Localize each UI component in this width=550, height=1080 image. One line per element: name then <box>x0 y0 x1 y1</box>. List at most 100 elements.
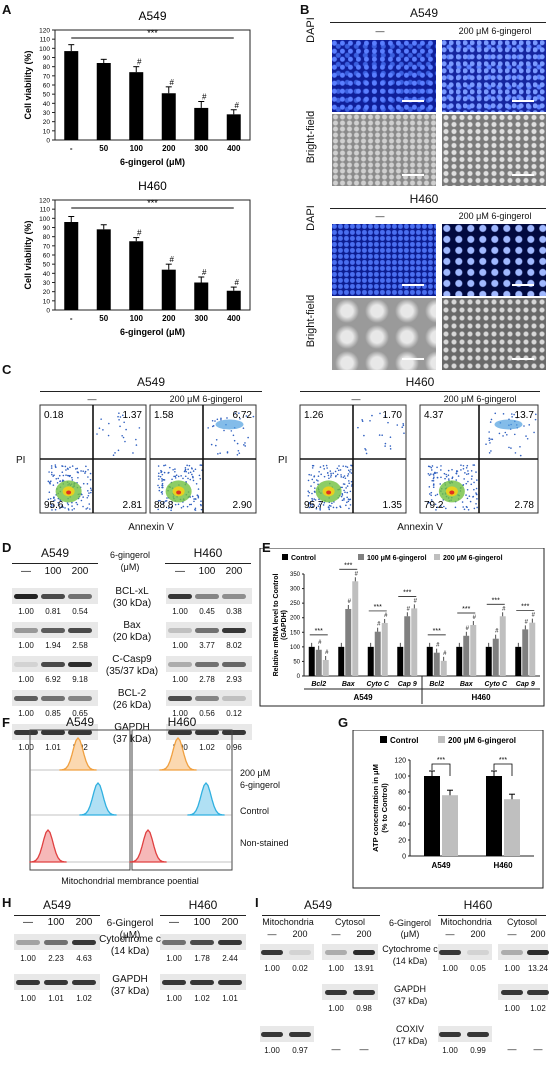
y-tick-label: 30 <box>43 280 51 287</box>
event-dot <box>403 432 405 435</box>
event-dot <box>470 483 473 486</box>
event-dot <box>182 505 185 508</box>
event-dot <box>217 453 219 455</box>
event-dot <box>52 484 55 486</box>
event-dot <box>102 429 104 431</box>
panel-label-a: A <box>2 2 12 17</box>
event-dot <box>432 479 435 482</box>
event-dot <box>349 471 351 473</box>
d-protein-kda: (35/37 kDa) <box>105 666 159 677</box>
d-a549-band <box>41 594 65 599</box>
d-h460-quant: 1.00 <box>172 709 188 718</box>
i-a549-quant: 1.00 <box>328 964 344 973</box>
d-a549-quant: 1.01 <box>45 743 61 752</box>
d-a549-quant: 0.65 <box>72 709 88 718</box>
bar <box>161 269 176 310</box>
event-dot <box>445 473 447 476</box>
d-h460-quant: 0.38 <box>226 607 242 616</box>
event-dot <box>236 442 239 445</box>
event-dot <box>124 440 126 443</box>
event-dot <box>53 474 55 476</box>
event-dot <box>440 469 442 471</box>
bar <box>381 622 388 676</box>
d-h460-col-header: 200 <box>225 566 243 577</box>
y-tick-label: 120 <box>39 28 50 35</box>
event-dot <box>346 466 349 468</box>
b-a549-ctrl-label: — <box>375 26 385 36</box>
chart-title: H460 <box>138 179 167 193</box>
sig-label: *** <box>147 198 158 208</box>
bar <box>485 646 492 676</box>
event-dot <box>119 416 122 418</box>
h-um-label: (μM) <box>119 930 141 941</box>
event-dot <box>48 471 50 473</box>
event-dot <box>455 472 458 475</box>
i-a549-gapdh-quant: 1.00 <box>328 1004 344 1013</box>
d-h460-quant: 2.78 <box>199 675 215 684</box>
h-h460-quant: 1.00 <box>166 994 182 1003</box>
event-dot <box>470 478 473 480</box>
event-dot <box>430 494 432 497</box>
event-dot <box>488 431 490 433</box>
event-dot <box>436 493 439 496</box>
event-dot <box>384 442 387 445</box>
density-late <box>215 419 244 430</box>
event-dot <box>461 501 464 503</box>
event-dot <box>64 507 66 509</box>
i-protein-cyto: Cytochrome c <box>382 944 438 954</box>
event-dot <box>488 439 491 442</box>
d-h460-band <box>195 730 219 735</box>
i-h460-mito-label: Mitochondria <box>440 917 492 927</box>
bar <box>129 72 144 140</box>
event-dot <box>346 475 349 477</box>
x-tick-label: 100 <box>130 144 144 153</box>
event-dot <box>434 503 437 506</box>
event-dot <box>168 466 171 469</box>
x-tick-label: 200 <box>162 144 176 153</box>
event-dot <box>191 467 193 470</box>
i-a549-mito-strip <box>260 944 314 960</box>
d-protein-name: GAPDH <box>114 722 150 733</box>
event-dot <box>434 494 437 497</box>
event-dot <box>523 425 525 427</box>
bar <box>426 646 433 676</box>
y-tick-label: 150 <box>290 630 301 636</box>
h-a549-band <box>16 980 40 985</box>
y-tick-label: 10 <box>43 128 51 135</box>
d-a549-title: A549 <box>40 546 70 560</box>
event-dot <box>511 416 513 418</box>
event-dot <box>326 467 328 469</box>
i-a549-col-header: 200 <box>356 929 372 939</box>
event-dot <box>66 502 69 504</box>
y-tick-label: 70 <box>43 73 51 80</box>
bar <box>456 646 463 676</box>
d-protein-name: Bax <box>123 620 141 631</box>
b-h460-bf-treated <box>442 298 546 370</box>
i-h460-underline <box>438 915 546 916</box>
i-h460-band <box>439 950 461 955</box>
event-dot <box>200 508 203 511</box>
event-dot <box>344 477 347 480</box>
event-dot <box>516 416 518 419</box>
event-dot <box>471 475 473 478</box>
event-dot <box>158 486 161 489</box>
event-dot <box>513 433 516 436</box>
c-h460-ctrl-label: — <box>351 394 361 404</box>
event-dot <box>329 470 332 472</box>
event-dot <box>61 471 64 474</box>
event-dot <box>86 496 89 499</box>
event-dot <box>189 471 192 474</box>
event-dot <box>325 464 328 467</box>
event-dot <box>341 486 343 489</box>
event-dot <box>80 499 83 502</box>
d-h460-band <box>195 662 219 667</box>
d-h460-quant: 3.77 <box>199 641 215 650</box>
x-tick-label: - <box>70 144 73 153</box>
event-dot <box>427 472 430 475</box>
c-a549-title: A549 <box>136 375 166 389</box>
hist-nonstained <box>29 828 67 863</box>
event-dot <box>194 498 196 500</box>
event-dot <box>165 499 168 502</box>
d-a549-underline <box>12 563 98 564</box>
event-dot <box>348 498 351 501</box>
